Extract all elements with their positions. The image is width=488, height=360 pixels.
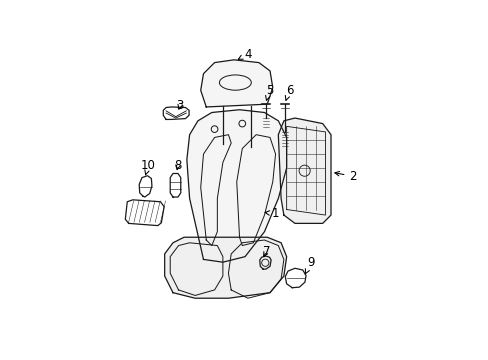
Text: 1: 1: [264, 207, 279, 220]
Text: 4: 4: [238, 48, 251, 61]
Text: 8: 8: [174, 159, 182, 172]
Polygon shape: [278, 118, 330, 223]
Text: 2: 2: [334, 170, 356, 183]
Polygon shape: [200, 60, 272, 107]
Polygon shape: [186, 110, 286, 262]
Polygon shape: [164, 237, 286, 298]
Text: 9: 9: [305, 256, 314, 274]
Text: 6: 6: [285, 84, 293, 100]
Text: 7: 7: [263, 244, 270, 258]
Text: 3: 3: [176, 99, 183, 112]
Text: 10: 10: [141, 159, 156, 175]
Text: 5: 5: [265, 84, 273, 100]
